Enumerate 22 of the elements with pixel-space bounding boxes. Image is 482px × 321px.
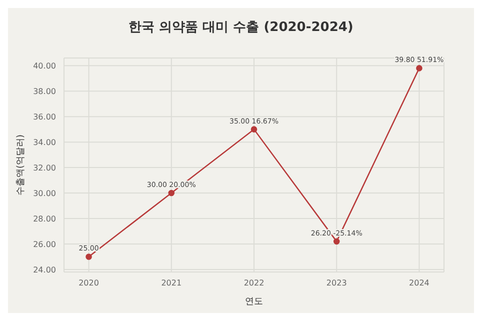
y-tick-label: 38.00 xyxy=(33,86,56,96)
y-tick-label: 30.00 xyxy=(33,188,56,198)
y-tick-label: 40.00 xyxy=(33,61,56,70)
y-axis-title: 수출액(억달러) xyxy=(16,134,26,196)
y-tick-label: 36.00 xyxy=(33,112,56,122)
x-tick-label: 2020 xyxy=(78,278,99,288)
y-tick-label: 28.00 xyxy=(33,214,56,224)
point xyxy=(416,65,422,72)
x-axis-title: 연도 xyxy=(245,297,263,307)
y-tick-label: 26.00 xyxy=(33,240,56,249)
chart-title: 한국 의약품 대미 수출 (2020-2024) xyxy=(128,19,354,37)
y-tick-label: 24.00 xyxy=(33,265,56,274)
point xyxy=(168,190,175,196)
y-tick-label: 32.00 xyxy=(33,163,56,172)
point xyxy=(333,238,340,245)
point xyxy=(250,126,258,132)
point xyxy=(86,254,92,260)
y-tick-label: 34.00 xyxy=(33,138,56,147)
x-tick-label: 2023 xyxy=(326,278,347,288)
x-tick-label: 2024 xyxy=(409,278,430,288)
x-tick-label: 2022 xyxy=(244,278,264,288)
x-tick-label: 2021 xyxy=(161,278,182,288)
